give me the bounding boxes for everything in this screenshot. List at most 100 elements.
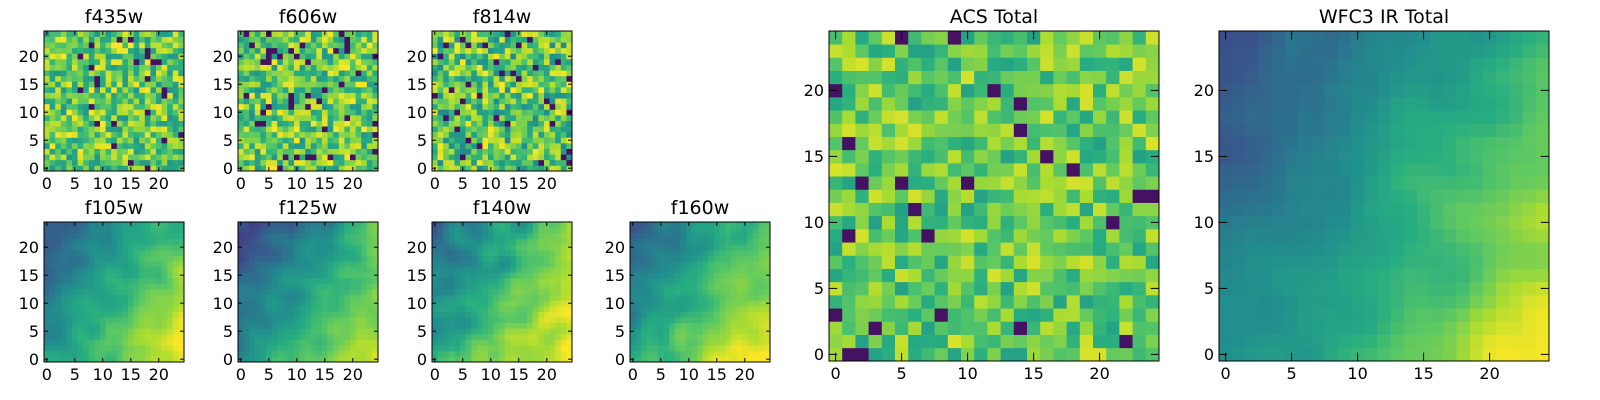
heatmap-cell <box>355 278 362 284</box>
heatmap-cell <box>471 266 478 273</box>
heatmap-cell <box>72 261 78 268</box>
heatmap-cell <box>454 350 461 357</box>
heatmap-cell <box>566 103 573 110</box>
heatmap-cell <box>460 159 466 166</box>
heatmap-cell <box>680 283 687 290</box>
heatmap-cell <box>72 300 78 307</box>
heatmap-cell <box>510 92 517 99</box>
heatmap-cell <box>172 238 179 245</box>
heatmap-cell <box>674 261 681 268</box>
heatmap-cell <box>532 148 539 155</box>
heatmap-cell <box>249 98 256 105</box>
heatmap-cell <box>316 159 323 166</box>
heatmap-cell <box>366 278 373 284</box>
heatmap-cell <box>100 137 106 144</box>
heatmap-cell <box>260 64 267 71</box>
heatmap-cell <box>538 87 545 93</box>
heatmap-cell <box>742 266 748 273</box>
heatmap-cell <box>437 294 444 301</box>
heatmap-cell <box>83 266 90 273</box>
heatmap-cell <box>310 306 317 312</box>
heatmap-cell <box>238 64 244 71</box>
heatmap-cell <box>663 238 670 245</box>
heatmap-cell <box>555 294 562 301</box>
heatmap-cell <box>516 350 522 357</box>
heatmap-cell <box>94 81 101 88</box>
heatmap-cell <box>437 87 444 93</box>
heatmap-cell <box>266 266 272 273</box>
heatmap-cell <box>322 350 328 357</box>
heatmap-cell <box>465 137 472 144</box>
heatmap-cell <box>254 306 261 312</box>
heatmap-cell <box>294 266 300 273</box>
heatmap-cell <box>895 295 909 309</box>
heatmap-cell <box>156 255 162 262</box>
heatmap-cell <box>100 255 106 262</box>
heatmap-cell <box>482 81 489 88</box>
heatmap-cell <box>94 115 101 121</box>
heatmap-cell <box>499 345 506 352</box>
heatmap-cell <box>510 322 517 329</box>
heatmap-cell <box>100 272 106 279</box>
heatmap-cell <box>44 278 50 284</box>
heatmap-cell <box>344 42 351 49</box>
heatmap-cell <box>167 255 174 262</box>
heatmap-cell <box>708 322 715 329</box>
heatmap-cell <box>471 126 478 133</box>
heatmap-cell <box>1106 334 1120 349</box>
heatmap-cell <box>974 268 988 283</box>
heatmap-cell <box>316 75 323 82</box>
heatmap-cell <box>249 317 256 324</box>
heatmap-cell <box>730 266 737 273</box>
heatmap-cell <box>499 227 506 234</box>
heatmap-cell <box>271 159 278 166</box>
heatmap-cell <box>100 98 106 105</box>
heatmap-cell <box>460 53 466 60</box>
heatmap-cell <box>338 222 345 228</box>
heatmap-cell <box>516 278 522 284</box>
heatmap-cell <box>471 31 478 37</box>
heatmap-cell <box>532 261 539 268</box>
heatmap-cell <box>116 70 123 77</box>
heatmap-cell <box>294 233 300 240</box>
heatmap-cell <box>1145 334 1160 349</box>
heatmap-cell <box>881 255 896 269</box>
heatmap-cell <box>868 149 883 164</box>
heatmap-cell <box>288 227 295 234</box>
heatmap-cell <box>277 339 284 346</box>
heatmap-cell <box>111 328 118 335</box>
heatmap-cell <box>532 272 539 279</box>
heatmap-cell <box>493 244 500 251</box>
heatmap-cell <box>499 98 506 105</box>
heatmap-cell <box>465 322 472 329</box>
heatmap-cell <box>1079 189 1094 203</box>
heatmap-cell <box>663 283 670 290</box>
heatmap-cell <box>238 322 244 329</box>
heatmap-cell <box>493 266 500 273</box>
heatmap-cell <box>686 261 692 268</box>
heatmap-cell <box>150 131 157 138</box>
heatmap-cell <box>294 36 300 43</box>
heatmap-cell <box>60 103 67 110</box>
heatmap-cell <box>544 42 550 49</box>
heatmap-cell <box>443 306 450 312</box>
heatmap-cell <box>448 53 455 60</box>
heatmap-cell <box>94 31 101 37</box>
heatmap-cell <box>254 159 261 166</box>
heatmap-cell <box>282 328 289 335</box>
heatmap-cell <box>465 92 472 99</box>
heatmap-cell <box>521 244 528 251</box>
heatmap-cell <box>282 350 289 357</box>
heatmap-cell <box>310 278 317 284</box>
heatmap-cell <box>55 250 62 256</box>
heatmap-cell <box>437 31 444 37</box>
heatmap-cell <box>465 143 472 149</box>
heatmap-cell <box>111 154 118 161</box>
heatmap-cell <box>254 334 261 340</box>
heatmap-cell <box>764 227 771 234</box>
heatmap-cell <box>254 92 261 99</box>
heatmap-cell <box>454 64 461 71</box>
heatmap-cell <box>516 36 522 43</box>
heatmap-cell <box>139 278 146 284</box>
heatmap-cell <box>908 347 922 362</box>
